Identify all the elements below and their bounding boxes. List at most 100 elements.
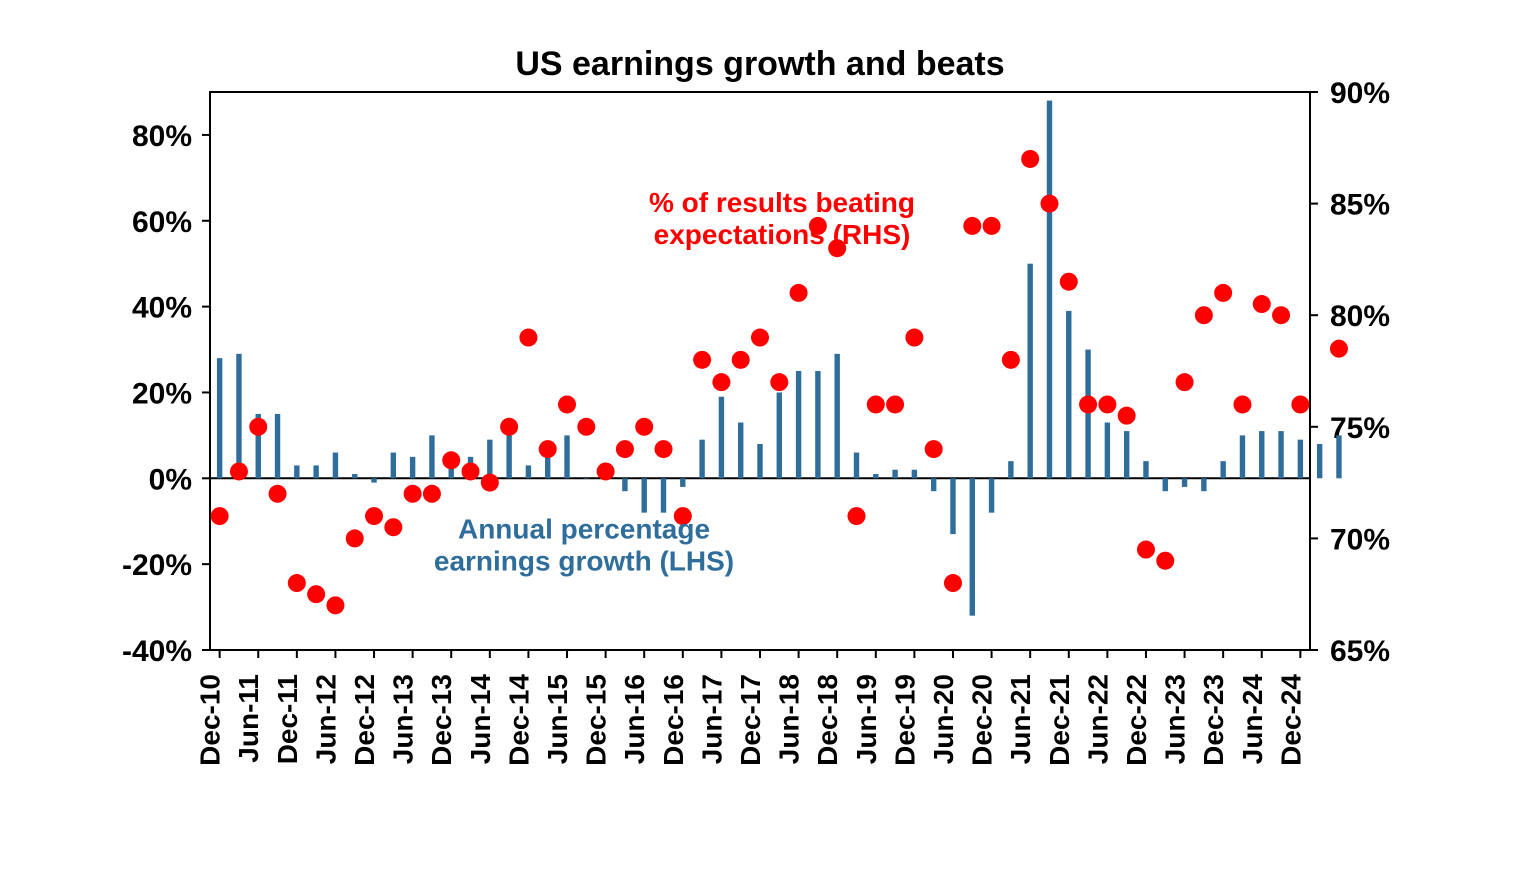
scatter-point: [905, 329, 923, 347]
bar: [1163, 478, 1168, 491]
bar: [410, 457, 415, 478]
scatter-point: [462, 462, 480, 480]
bar: [429, 435, 434, 478]
bar: [912, 470, 917, 479]
x-tick-label: Jun-18: [774, 674, 805, 764]
scatter-point: [1195, 306, 1213, 324]
bar: [622, 478, 627, 491]
x-tick-label: Jun-15: [542, 674, 573, 764]
x-tick-label: Dec-11: [272, 674, 303, 764]
scatter-point: [346, 529, 364, 547]
y-left-tick-label: -20%: [122, 549, 192, 582]
scatter-point: [847, 507, 865, 525]
scatter-point: [519, 329, 537, 347]
scatter-point: [925, 440, 943, 458]
x-tick-label: Dec-10: [195, 674, 226, 766]
y-left-tick-label: 40%: [132, 292, 192, 325]
scatter-point: [770, 373, 788, 391]
x-tick-label: Jun-13: [388, 674, 419, 764]
scatter-point: [1176, 373, 1194, 391]
right-axis: 65%70%75%80%85%90%: [1310, 77, 1390, 668]
scatter-point: [751, 329, 769, 347]
bar: [1008, 461, 1013, 478]
bar: [815, 371, 820, 478]
scatter-point: [404, 485, 422, 503]
y-left-tick-label: 80%: [132, 120, 192, 153]
bar: [1124, 431, 1129, 478]
scatter-point: [1098, 395, 1116, 413]
scatter-point: [269, 485, 287, 503]
scatter-point: [963, 217, 981, 235]
x-tick-label: Dec-17: [735, 674, 766, 766]
chart-container: US earnings growth and beats-40%-20%0%20…: [0, 0, 1536, 876]
x-tick-label: Jun-11: [233, 674, 264, 763]
x-tick-label: Jun-24: [1237, 674, 1268, 765]
scatter-point: [1233, 395, 1251, 413]
bar: [487, 440, 492, 479]
scatter-point: [712, 373, 730, 391]
bar: [950, 478, 955, 534]
bar: [989, 478, 994, 512]
scatter-point: [211, 507, 229, 525]
bar: [1105, 423, 1110, 479]
bar-series: [217, 101, 1342, 616]
x-tick-label: Jun-21: [1005, 674, 1036, 764]
scatter-point: [558, 395, 576, 413]
scatter-point: [867, 395, 885, 413]
bar: [661, 478, 666, 512]
bar: [1220, 461, 1225, 478]
bar: [352, 474, 357, 478]
bar: [642, 478, 647, 512]
scatter-point: [577, 418, 595, 436]
scatter-point: [1118, 407, 1136, 425]
bar: [391, 453, 396, 479]
x-tick-label: Dec-19: [889, 674, 920, 766]
x-tick-label: Dec-24: [1275, 674, 1306, 766]
scatter-point: [1291, 395, 1309, 413]
scatter-point: [384, 518, 402, 536]
scatter-point: [249, 418, 267, 436]
scatter-point: [944, 574, 962, 592]
scatter-point: [1156, 552, 1174, 570]
annotation-red: % of results beatingexpectations (RHS): [649, 187, 915, 250]
bar: [526, 465, 531, 478]
x-tick-label: Jun-14: [465, 674, 496, 765]
y-left-tick-label: 20%: [132, 377, 192, 410]
bar: [699, 440, 704, 479]
bar: [371, 478, 376, 482]
x-tick-label: Jun-20: [928, 674, 959, 764]
bar: [1259, 431, 1264, 478]
x-tick-label: Dec-15: [581, 674, 612, 766]
annotation-blue-line: Annual percentage: [458, 513, 710, 544]
y-right-tick-label: 80%: [1330, 300, 1390, 333]
y-right-tick-label: 70%: [1330, 523, 1390, 556]
x-tick-label: Jun-23: [1160, 674, 1191, 764]
scatter-point: [539, 440, 557, 458]
bar: [1085, 350, 1090, 479]
scatter-point: [1079, 395, 1097, 413]
scatter-point: [288, 574, 306, 592]
x-tick-label: Dec-14: [503, 674, 534, 766]
scatter-point: [500, 418, 518, 436]
bar: [1182, 478, 1187, 487]
bar: [931, 478, 936, 491]
bar: [873, 474, 878, 478]
x-tick-label: Dec-20: [967, 674, 998, 766]
bar: [333, 453, 338, 479]
scatter-point: [693, 351, 711, 369]
bar: [719, 397, 724, 479]
scatter-point: [790, 284, 808, 302]
x-tick-label: Dec-22: [1121, 674, 1152, 766]
bar: [757, 444, 762, 478]
bar: [680, 478, 685, 487]
bar: [1278, 431, 1283, 478]
scatter-point: [1272, 306, 1290, 324]
scatter-point: [1002, 351, 1020, 369]
scatter-point: [732, 351, 750, 369]
bar: [1143, 461, 1148, 478]
scatter-point: [326, 596, 344, 614]
x-tick-label: Jun-22: [1082, 674, 1113, 764]
scatter-point: [1060, 273, 1078, 291]
scatter-point: [635, 418, 653, 436]
bar: [854, 453, 859, 479]
